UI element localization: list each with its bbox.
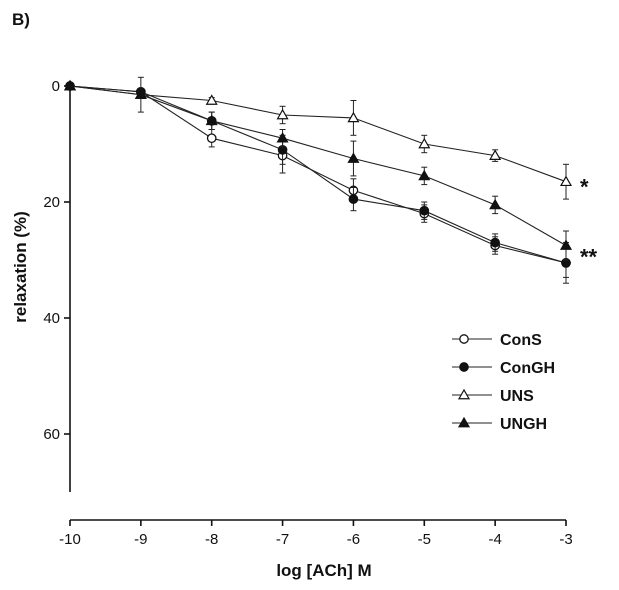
data-point	[418, 137, 431, 149]
series-line	[69, 85, 567, 264]
data-point	[205, 114, 218, 126]
y-axis-title: relaxation (%)	[11, 211, 30, 322]
x-tick-label: -4	[488, 531, 501, 548]
data-point	[276, 108, 289, 120]
series-ConS	[65, 81, 571, 278]
data-point	[63, 79, 77, 91]
legend-marker	[459, 334, 469, 344]
significance-mark: *	[580, 175, 589, 200]
legend-item-UNGH: UNGH	[452, 416, 547, 433]
x-tick-label: -3	[559, 531, 572, 548]
series-UNS	[63, 79, 573, 200]
x-tick-label: -10	[59, 531, 81, 548]
legend-marker	[457, 388, 471, 400]
data-point	[348, 194, 359, 204]
y-tick-label: 60	[43, 426, 60, 443]
x-tick-label: -5	[418, 531, 431, 548]
legend-label: ConGH	[500, 360, 555, 377]
data-point	[347, 111, 360, 123]
data-point	[559, 175, 573, 187]
series-layer	[63, 76, 573, 284]
x-tick-label: -9	[134, 531, 147, 548]
legend-label: ConS	[500, 332, 542, 349]
series-UNGH	[63, 76, 573, 261]
axes: 0 20 40 60 -10 -9 -8 -7 -6 -5 -4 -3	[43, 78, 572, 548]
data-point	[206, 133, 217, 144]
data-point	[418, 169, 431, 181]
legend-item-ConGH: ConGH	[452, 360, 555, 377]
x-tick-label: -6	[347, 531, 360, 548]
legend-item-UNS: UNS	[452, 388, 534, 405]
data-point	[134, 88, 147, 100]
legend: ConS ConGH UNS UNGH	[452, 332, 555, 433]
data-point	[489, 198, 502, 210]
series-line	[69, 85, 567, 183]
x-tick-label: -8	[205, 531, 218, 548]
legend-marker	[457, 416, 471, 428]
legend-label: UNS	[500, 388, 534, 405]
data-point	[559, 239, 573, 250]
data-point	[490, 237, 500, 248]
y-tick-label: 20	[43, 194, 60, 211]
annotations: ***	[580, 175, 598, 270]
x-axis-title: log [ACh] M	[276, 561, 371, 580]
legend-label: UNGH	[500, 416, 547, 433]
data-point	[347, 152, 360, 163]
significance-mark: **	[580, 244, 598, 269]
legend-marker	[459, 362, 469, 372]
data-point	[489, 149, 502, 160]
data-point	[276, 131, 289, 143]
y-tick-label: 0	[52, 78, 60, 95]
series-line	[69, 85, 567, 246]
data-point	[419, 205, 430, 216]
y-tick-label: 40	[43, 310, 60, 327]
data-point	[205, 94, 218, 105]
panel-label: B)	[12, 10, 30, 29]
x-tick-label: -7	[276, 531, 289, 548]
legend-item-ConS: ConS	[452, 332, 542, 349]
